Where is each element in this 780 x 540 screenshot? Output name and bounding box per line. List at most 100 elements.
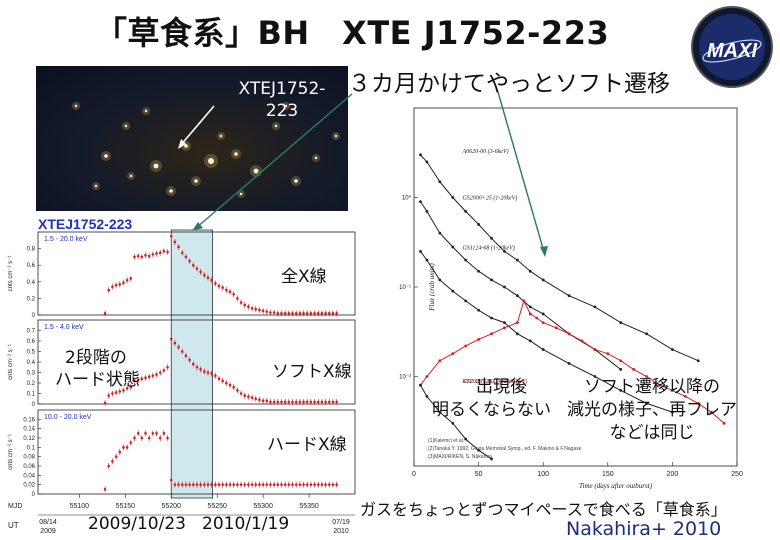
- star: [129, 174, 133, 178]
- data-point: [173, 240, 177, 244]
- data-point: [122, 389, 125, 392]
- label-two-step-line1: 2段階の: [65, 348, 127, 368]
- data-point: [221, 286, 224, 289]
- series-point: [593, 305, 597, 309]
- data-point: [247, 305, 250, 308]
- y-tick-label: 0.06: [23, 464, 35, 470]
- series-point: [554, 326, 558, 330]
- data-point: [302, 312, 305, 315]
- star: [194, 179, 198, 183]
- annotation-trans-line1: ソフト遷移以降の: [584, 377, 720, 397]
- data-point: [173, 483, 177, 486]
- data-point: [287, 312, 291, 315]
- star: [94, 184, 98, 188]
- data-point: [114, 391, 118, 394]
- data-point: [210, 278, 213, 282]
- panel-band-label: 1.5 - 20.0 keV: [44, 236, 88, 243]
- series-label: GS2000+25 (1-20keV): [462, 195, 517, 202]
- data-point: [191, 362, 195, 366]
- data-point: [177, 346, 180, 349]
- data-point: [162, 432, 166, 435]
- y-tick-label: 0.12: [23, 436, 35, 442]
- data-point: [232, 292, 236, 296]
- x-tick-label: 50: [475, 471, 483, 478]
- data-point: [261, 309, 265, 313]
- star: [334, 134, 338, 138]
- data-point: [103, 312, 107, 315]
- data-point: [232, 483, 236, 486]
- series-point: [464, 209, 468, 213]
- data-point: [236, 389, 239, 392]
- credit: Nakahira+ 2010: [566, 518, 722, 540]
- data-point: [114, 455, 118, 458]
- data-point: [221, 483, 224, 486]
- series-point: [477, 337, 480, 341]
- data-point: [258, 308, 261, 312]
- y-tick-label: 0.14: [23, 427, 35, 433]
- data-point: [250, 396, 254, 399]
- panel-frame: [37, 231, 356, 316]
- data-point: [324, 483, 327, 486]
- data-point: [144, 376, 147, 380]
- data-point: [125, 446, 129, 449]
- series-label: GS2023+33 (1-20keV): [462, 378, 517, 385]
- series-point: [464, 299, 468, 303]
- annotation-trans-line2: 減光の様子、再フレア: [567, 400, 737, 420]
- panel-frame: [37, 409, 356, 495]
- series-point: [567, 362, 571, 365]
- data-point: [265, 483, 269, 486]
- series-point: [528, 312, 532, 316]
- star: [274, 124, 278, 128]
- series-point: [515, 321, 519, 325]
- data-point: [287, 400, 291, 404]
- series-point: [541, 321, 545, 325]
- star: [74, 104, 78, 108]
- data-point: [107, 464, 111, 468]
- data-point: [180, 483, 184, 486]
- data-point: [331, 312, 335, 315]
- series-line: [420, 201, 622, 370]
- data-point: [136, 378, 140, 382]
- series-point: [522, 299, 526, 303]
- data-point: [166, 436, 169, 440]
- data-point: [203, 273, 206, 277]
- data-point: [158, 436, 162, 440]
- data-point: [140, 377, 144, 381]
- data-point: [177, 245, 180, 249]
- star: [234, 152, 238, 156]
- data-point: [258, 398, 261, 402]
- data-point: [180, 350, 184, 353]
- y-tick-label: 10⁻¹: [399, 285, 411, 291]
- series-point: [451, 352, 455, 356]
- series-point: [464, 258, 468, 262]
- data-point: [276, 400, 280, 404]
- annotation-transition: ソフト遷移以降の 減光の様子、再フレア などは同じ: [567, 376, 737, 445]
- data-point: [316, 312, 320, 315]
- data-point: [107, 394, 111, 397]
- data-point: [291, 400, 294, 404]
- data-point: [269, 311, 272, 314]
- x-tick-label: 55350: [299, 503, 319, 510]
- data-point: [166, 365, 169, 369]
- series-point: [528, 339, 532, 343]
- label-hard-xray: ハードX線: [267, 435, 347, 455]
- series-point: [438, 231, 442, 235]
- data-point: [114, 283, 118, 287]
- data-point: [320, 312, 324, 315]
- data-point: [261, 399, 265, 403]
- data-point: [169, 234, 173, 238]
- data-point: [155, 252, 158, 255]
- data-point: [294, 400, 298, 404]
- series-point: [619, 388, 623, 392]
- series-point: [535, 316, 539, 320]
- y-tick-label: 0.16: [23, 417, 35, 423]
- highlight-box: [170, 229, 213, 499]
- star: [294, 179, 298, 183]
- data-point: [203, 483, 206, 486]
- annotation-trans-line3: などは同じ: [609, 423, 695, 443]
- data-point: [188, 259, 191, 263]
- series-point: [425, 160, 429, 164]
- data-point: [243, 394, 247, 397]
- data-point: [103, 488, 107, 491]
- data-point: [258, 483, 261, 486]
